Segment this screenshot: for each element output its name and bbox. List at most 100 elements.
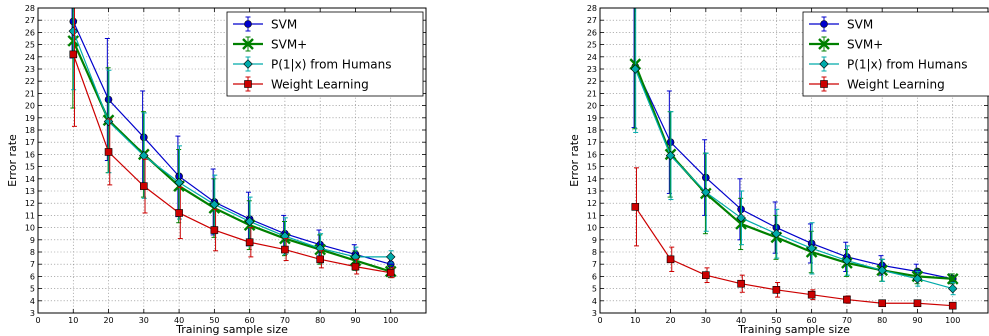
data-point	[948, 283, 958, 294]
y-tick-label: 16	[587, 150, 597, 159]
y-tick-label: 9	[592, 236, 597, 245]
data-point	[806, 243, 817, 254]
y-tick-label: 21	[25, 89, 35, 98]
series-line	[72, 30, 391, 258]
y-tick-label: 27	[25, 16, 35, 25]
data-point-stroke	[946, 272, 959, 285]
series-3	[630, 8, 958, 296]
y-tick-label: 21	[587, 89, 597, 98]
x-tick-label: 90	[912, 316, 922, 325]
data-point	[877, 265, 887, 276]
y-tick-label: 6	[592, 272, 597, 281]
legend-marker	[242, 38, 254, 50]
data-point	[665, 150, 676, 161]
y-tick-label: 19	[25, 114, 35, 123]
x-tick-label: 80	[877, 316, 887, 325]
y-tick-label: 27	[587, 16, 597, 25]
legend-box	[226, 11, 424, 97]
legend-label: SVM+	[847, 38, 883, 52]
y-tick-label: 17	[587, 138, 597, 147]
x-tick-label: 40	[174, 316, 184, 325]
y-tick-label: 12	[587, 199, 597, 208]
data-point	[912, 274, 923, 284]
data-point	[702, 271, 710, 279]
legend-entry: SVM+	[233, 36, 307, 52]
data-point	[736, 213, 746, 223]
legend-label: Weight Learning	[271, 78, 369, 92]
data-point	[666, 255, 675, 264]
y-axis-label: Error rate	[6, 134, 19, 187]
data-point	[244, 216, 255, 227]
x-tick-label: 20	[665, 316, 675, 325]
y-tick-label: 23	[587, 65, 597, 74]
y-tick-label: 3	[592, 309, 597, 318]
x-tick-label: 70	[842, 316, 852, 325]
legend-marker	[818, 38, 830, 50]
data-point	[946, 272, 959, 285]
legend-label: P(1|x) from Humans	[847, 58, 967, 72]
legend-marker-stroke	[242, 38, 254, 50]
data-point	[245, 238, 254, 247]
legend-marker	[819, 59, 829, 69]
y-tick-label: 8	[592, 248, 597, 257]
data-point	[843, 295, 851, 304]
plot-frame	[599, 7, 989, 314]
y-tick-label: 7	[592, 260, 597, 269]
y-tick-label: 28	[587, 4, 597, 13]
series-line	[634, 68, 953, 290]
data-point	[68, 26, 78, 36]
y-tick-label: 8	[30, 248, 35, 257]
y-tick-label: 19	[587, 114, 597, 123]
legend-marker-stroke	[818, 38, 830, 50]
data-point	[175, 209, 183, 217]
legend-marker	[243, 59, 253, 69]
y-tick-label: 5	[30, 285, 35, 294]
x-tick-label: 30	[139, 316, 149, 325]
legend-entry: Weight Learning	[809, 76, 945, 92]
y-tick-label: 14	[587, 175, 597, 184]
x-tick-label: 0	[35, 316, 40, 325]
x-axis-label: Training sample size	[737, 323, 850, 336]
data-point	[280, 231, 290, 241]
y-tick-label: 22	[587, 77, 597, 86]
chart-panel-2: 0 10 20 30 40 50 60 70 80 90 100 3 4 5 6 7 8 9 10 11 12 13 14 1…	[568, 4, 989, 336]
legend-entry: P(1|x) from Humans	[809, 56, 967, 72]
series-line	[72, 54, 391, 274]
data-point	[140, 182, 148, 190]
legend-label: Weight Learning	[847, 78, 945, 92]
data-point	[701, 187, 711, 197]
y-tick-label: 24	[25, 53, 35, 62]
data-point	[807, 290, 816, 299]
y-tick-label: 10	[587, 224, 597, 233]
legend: SVM SVM+ P(1|x) from Humans Weight Learning	[226, 11, 424, 97]
y-tick-label: 20	[25, 102, 35, 111]
data-point	[316, 255, 324, 264]
legend-marker	[244, 20, 252, 28]
data-point	[631, 203, 640, 211]
y-tick-label: 17	[25, 138, 35, 147]
y-tick-label: 24	[587, 53, 597, 62]
legend-entry: SVM	[809, 16, 873, 32]
y-tick-label: 26	[25, 28, 35, 37]
plot-frame	[37, 7, 427, 314]
y-tick-label: 28	[25, 4, 35, 13]
series-4	[69, 8, 395, 279]
x-tick-label: 10	[68, 316, 78, 325]
legend-entry: SVM	[233, 16, 297, 32]
y-tick-label: 15	[587, 163, 597, 172]
data-point	[281, 245, 289, 254]
data-point	[878, 299, 886, 308]
legend-marker	[820, 20, 828, 28]
y-tick-label: 11	[25, 211, 35, 220]
data-point	[104, 148, 113, 156]
data-point	[69, 50, 78, 59]
x-tick-label: 60	[245, 316, 255, 325]
y-tick-label: 5	[592, 285, 597, 294]
y-tick-label: 15	[25, 163, 35, 172]
legend-entry: Weight Learning	[233, 76, 369, 92]
x-tick-label: 90	[350, 316, 360, 325]
x-tick-label: 80	[315, 316, 325, 325]
data-point	[630, 64, 640, 74]
data-point	[772, 286, 781, 294]
